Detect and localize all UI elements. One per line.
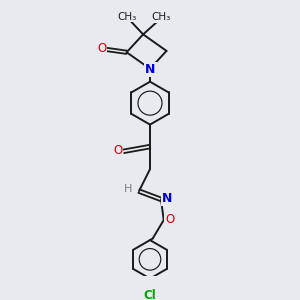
Text: CH₃: CH₃ xyxy=(152,12,171,22)
Text: O: O xyxy=(165,213,174,226)
Text: CH₃: CH₃ xyxy=(117,11,136,22)
Text: O: O xyxy=(97,42,106,55)
Text: N: N xyxy=(146,63,156,76)
Text: O: O xyxy=(113,144,122,157)
Text: N: N xyxy=(162,192,172,205)
Text: Cl: Cl xyxy=(144,289,156,300)
Text: H: H xyxy=(124,184,133,194)
